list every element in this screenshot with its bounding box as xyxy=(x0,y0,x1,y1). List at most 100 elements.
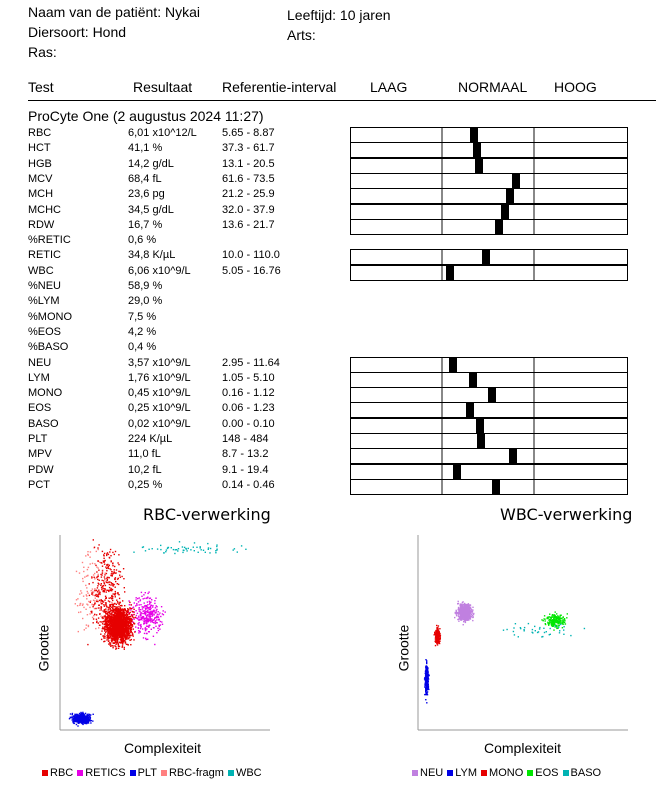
test-name: MPV xyxy=(28,448,52,461)
result-marker xyxy=(508,449,517,464)
legend-swatch xyxy=(527,769,534,776)
neu-cluster xyxy=(454,600,475,626)
range-divider-high xyxy=(533,434,535,448)
legend-swatch xyxy=(412,769,418,776)
test-name: HGB xyxy=(28,157,52,170)
test-name: EOS xyxy=(28,402,52,415)
range-bar xyxy=(350,402,628,419)
range-divider-high xyxy=(533,464,535,479)
range-divider-high xyxy=(533,357,535,372)
legend-swatch xyxy=(160,769,167,776)
wbc-chart-title: WBC-verwerking xyxy=(500,505,633,524)
range-bar xyxy=(350,433,628,449)
table-row: MPV 11,0 fL 8.7 - 13.2 xyxy=(0,448,656,463)
table-row: HGB 14,2 g/dL 13.1 - 20.5 xyxy=(0,158,656,173)
test-name: WBC xyxy=(28,264,54,277)
test-name: PDW xyxy=(28,463,54,476)
legend-swatch xyxy=(227,769,234,776)
table-row: RBC 6,01 x10^12/L 5.65 - 8.87 xyxy=(0,127,656,142)
test-reference: 10.0 - 110.0 xyxy=(222,249,280,262)
result-marker xyxy=(511,173,520,188)
baso-cluster xyxy=(502,622,586,638)
range-divider-low xyxy=(441,372,443,387)
patient-species: Diersoort: Hond xyxy=(28,24,127,40)
table-row: MONO 0,45 x10^9/L 0.16 - 1.12 xyxy=(0,387,656,402)
range-divider-low xyxy=(441,250,443,265)
col-test: Test xyxy=(28,79,54,95)
table-row: RETIC 34,8 K/µL 10.0 - 110.0 xyxy=(0,249,656,264)
legend-swatch xyxy=(447,769,454,776)
range-divider-low xyxy=(441,434,443,448)
test-result: 1,76 x10^9/L xyxy=(128,371,191,384)
wbc-legend: NEU LYM MONO EOS BASO xyxy=(408,767,601,779)
range-bar xyxy=(350,264,628,281)
range-divider-high xyxy=(533,143,535,158)
range-divider-low xyxy=(441,388,443,403)
test-result: 68,4 fL xyxy=(128,172,162,185)
table-row: %NEU 58,9 % xyxy=(0,280,656,295)
range-bar xyxy=(350,203,628,220)
test-name: %EOS xyxy=(28,325,62,338)
test-result: 34,8 K/µL xyxy=(128,249,176,262)
test-reference: 0.16 - 1.12 xyxy=(222,387,275,400)
test-result: 6,06 x10^9/L xyxy=(128,264,191,277)
result-marker xyxy=(501,204,510,219)
range-bar xyxy=(350,356,628,373)
rbc-scatter-plot xyxy=(59,535,270,731)
table-row: PDW 10,2 fL 9.1 - 19.4 xyxy=(0,464,656,479)
range-divider-high xyxy=(533,219,535,234)
range-divider-high xyxy=(533,449,535,464)
table-row: %MONO 7,5 % xyxy=(0,311,656,326)
range-divider-high xyxy=(533,250,535,265)
range-divider-high xyxy=(533,479,535,494)
legend-label: EOS xyxy=(535,767,559,779)
rbc-scatter xyxy=(87,539,126,646)
range-divider-high xyxy=(533,189,535,204)
test-reference: 5.05 - 16.76 xyxy=(222,264,281,277)
test-reference: 37.3 - 61.7 xyxy=(222,142,275,155)
test-result: 34,5 g/dL xyxy=(128,203,174,216)
range-bar xyxy=(350,448,628,465)
table-row: RDW 16,7 % 13.6 - 21.7 xyxy=(0,219,656,234)
test-result: 7,5 % xyxy=(128,310,157,323)
range-divider-low xyxy=(441,189,443,204)
legend-label: NEU xyxy=(420,767,444,779)
test-result: 29,0 % xyxy=(128,295,163,308)
legend-label: RBC-fragm xyxy=(168,767,224,779)
test-name: MONO xyxy=(28,387,63,400)
table-row: %LYM 29,0 % xyxy=(0,295,656,310)
result-marker xyxy=(474,158,483,173)
range-bar xyxy=(350,172,628,189)
test-reference: 8.7 - 13.2 xyxy=(222,448,269,461)
legend-label: RETICS xyxy=(85,767,126,779)
result-marker xyxy=(446,265,455,280)
table-row: %BASO 0,4 % xyxy=(0,341,656,356)
legend-label: LYM xyxy=(455,767,478,779)
test-name: %NEU xyxy=(28,280,62,292)
range-divider-high xyxy=(533,403,535,418)
test-result: 23,6 pg xyxy=(128,188,165,201)
result-marker xyxy=(506,189,515,204)
test-name: %LYM xyxy=(28,295,60,308)
result-marker xyxy=(469,372,478,387)
range-divider-high xyxy=(533,173,535,188)
test-result: 41,1 % xyxy=(128,142,163,155)
test-result: 16,7 % xyxy=(128,218,163,231)
test-reference: 0.06 - 1.23 xyxy=(222,402,275,415)
range-divider-low xyxy=(441,265,443,280)
range-bar xyxy=(350,371,628,388)
legend-label: BASO xyxy=(570,767,602,779)
lym-cluster xyxy=(423,659,430,704)
veterinarian: Arts: xyxy=(287,27,316,43)
test-result: 0,4 % xyxy=(128,341,157,354)
range-divider-high xyxy=(533,128,535,142)
table-row: %EOS 4,2 % xyxy=(0,326,656,341)
result-marker xyxy=(477,434,486,448)
legend-swatch xyxy=(77,769,84,776)
range-divider-low xyxy=(441,418,443,433)
result-marker xyxy=(465,403,474,418)
test-reference: 0.14 - 0.46 xyxy=(222,478,275,491)
range-divider-low xyxy=(441,464,443,479)
range-divider-high xyxy=(533,388,535,403)
header-rule xyxy=(28,100,656,101)
